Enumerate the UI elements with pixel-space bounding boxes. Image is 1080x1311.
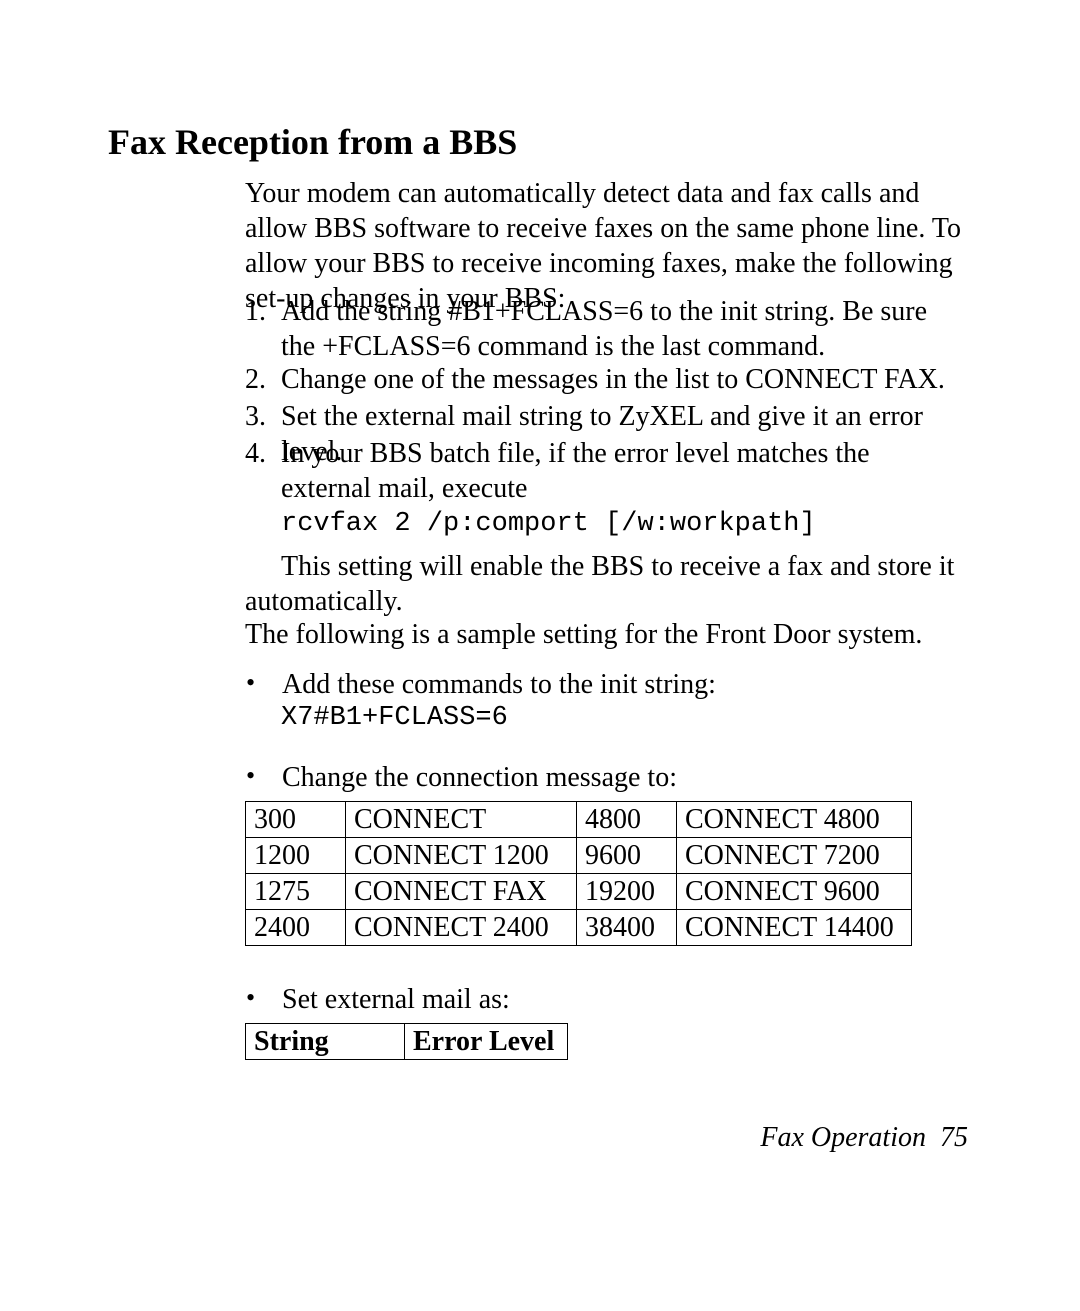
table-cell: 38400 bbox=[577, 910, 677, 946]
footer-page-number: 75 bbox=[940, 1122, 968, 1153]
page-footer: Fax Operation 75 bbox=[760, 1120, 968, 1155]
bullet-text: Set external mail as: bbox=[282, 982, 962, 1017]
list-number: 1. bbox=[245, 294, 281, 329]
bullet-item: •Add these commands to the init string: bbox=[246, 667, 966, 702]
bullet-text: Add these commands to the init string: bbox=[282, 667, 962, 702]
paragraph-line: automatically. bbox=[245, 586, 403, 617]
code-block: rcvfax 2 /p:comport [/w:workpath] bbox=[281, 508, 816, 542]
page: Fax Reception from a BBS Your modem can … bbox=[0, 0, 1080, 1311]
list-item: 2.Change one of the messages in the list… bbox=[245, 362, 965, 397]
table-row: 300 CONNECT 4800 CONNECT 4800 bbox=[246, 802, 912, 838]
connection-table: 300 CONNECT 4800 CONNECT 4800 1200 CONNE… bbox=[245, 801, 912, 946]
table-cell: CONNECT 7200 bbox=[677, 838, 912, 874]
bullet-icon: • bbox=[246, 760, 282, 793]
paragraph: This setting will enable the BBS to rece… bbox=[245, 549, 965, 619]
table-row: 2400 CONNECT 2400 38400 CONNECT 14400 bbox=[246, 910, 912, 946]
list-text: In your BBS batch file, if the error lev… bbox=[281, 436, 961, 506]
table-cell: CONNECT bbox=[346, 802, 577, 838]
table-cell: CONNECT 14400 bbox=[677, 910, 912, 946]
table-header-cell: Error Level bbox=[405, 1024, 568, 1060]
table-cell: CONNECT 2400 bbox=[346, 910, 577, 946]
list-text: Add the string #B1+FCLASS=6 to the init … bbox=[281, 294, 961, 364]
table-cell: CONNECT 4800 bbox=[677, 802, 912, 838]
paragraph: The following is a sample setting for th… bbox=[245, 617, 965, 652]
table-cell: 1275 bbox=[246, 874, 346, 910]
table-cell: 300 bbox=[246, 802, 346, 838]
list-text: Change one of the messages in the list t… bbox=[281, 362, 961, 397]
section-heading: Fax Reception from a BBS bbox=[108, 120, 517, 165]
table-cell: 2400 bbox=[246, 910, 346, 946]
list-item: 1.Add the string #B1+FCLASS=6 to the ini… bbox=[245, 294, 965, 364]
table-cell: 4800 bbox=[577, 802, 677, 838]
bullet-icon: • bbox=[246, 982, 282, 1015]
table-cell: CONNECT 9600 bbox=[677, 874, 912, 910]
paragraph-line: This setting will enable the BBS to rece… bbox=[281, 551, 954, 582]
list-number: 2. bbox=[245, 362, 281, 397]
mail-table: String Error Level bbox=[245, 1023, 568, 1060]
table-cell: 1200 bbox=[246, 838, 346, 874]
code-block: X7#B1+FCLASS=6 bbox=[281, 702, 508, 736]
bullet-icon: • bbox=[246, 667, 282, 700]
table-cell: 19200 bbox=[577, 874, 677, 910]
table-cell: 9600 bbox=[577, 838, 677, 874]
table-row: 1275 CONNECT FAX 19200 CONNECT 9600 bbox=[246, 874, 912, 910]
list-number: 4. bbox=[245, 436, 281, 471]
footer-section: Fax Operation bbox=[760, 1122, 926, 1153]
list-number: 3. bbox=[245, 399, 281, 434]
table-cell: CONNECT 1200 bbox=[346, 838, 577, 874]
table-header-row: String Error Level bbox=[246, 1024, 568, 1060]
bullet-item: •Change the connection message to: bbox=[246, 760, 966, 795]
bullet-text: Change the connection message to: bbox=[282, 760, 962, 795]
list-item: 4.In your BBS batch file, if the error l… bbox=[245, 436, 965, 506]
bullet-item: •Set external mail as: bbox=[246, 982, 966, 1017]
table-row: 1200 CONNECT 1200 9600 CONNECT 7200 bbox=[246, 838, 912, 874]
table-cell: CONNECT FAX bbox=[346, 874, 577, 910]
table-header-cell: String bbox=[246, 1024, 405, 1060]
